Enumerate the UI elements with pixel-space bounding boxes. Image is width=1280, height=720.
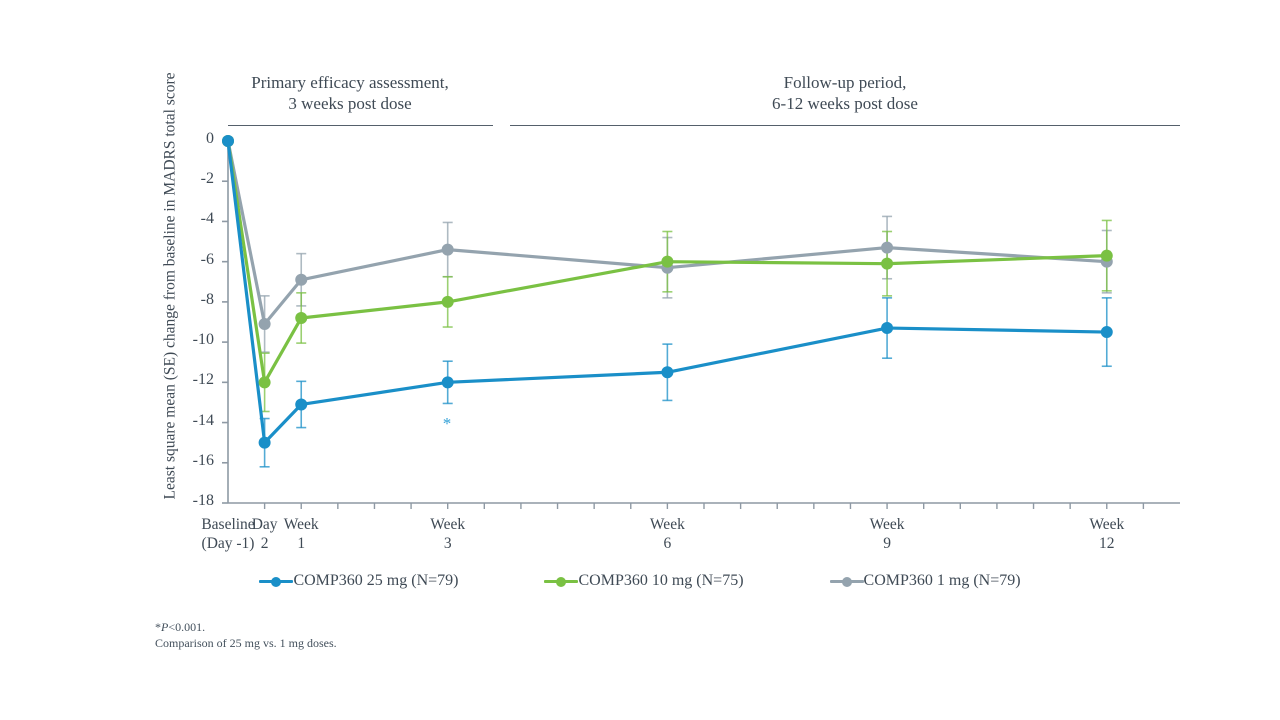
x-tick-label-5-line1: Week [869, 516, 905, 533]
data-point-1-4[interactable] [661, 255, 674, 268]
y-tick-label-2: -4 [200, 210, 214, 228]
x-tick-label-0: Baseline (Day -1) [173, 515, 283, 553]
data-point-0-3[interactable] [441, 376, 454, 389]
y-tick-label-4: -8 [200, 290, 214, 308]
data-point-1-5[interactable] [881, 257, 894, 270]
x-tick-label-5: Week 9 [832, 515, 942, 553]
legend-label-1mg: COMP360 1 mg (N=79) [863, 572, 1021, 589]
footnote-p: P [161, 620, 169, 634]
x-tick-label-1: Day 2 [210, 515, 320, 553]
x-tick-label-1-line1: Day [251, 516, 278, 533]
x-tick-label-3-line1: Week [430, 516, 466, 533]
data-point-0-4[interactable] [661, 366, 674, 379]
y-tick-label-3: -6 [200, 250, 214, 268]
y-tick-label-9: -18 [192, 492, 214, 509]
data-point-1-2[interactable] [295, 311, 308, 324]
data-point-0-2[interactable] [295, 398, 308, 411]
x-tick-label-3-line2: 3 [443, 535, 452, 552]
data-point-0-0[interactable] [222, 135, 234, 147]
data-point-1-3[interactable] [441, 295, 454, 308]
x-tick-label-0-line2: (Day -1) [201, 535, 255, 552]
y-tick-label-0: 0 [206, 130, 214, 147]
y-tick-label-7: -14 [192, 411, 214, 429]
x-tick-label-0-line1: Baseline [201, 516, 255, 533]
footnote: *P<0.001. Comparison of 25 mg vs. 1 mg d… [155, 620, 337, 651]
y-tick-label-6: -12 [192, 371, 214, 389]
footnote-line-2: Comparison of 25 mg vs. 1 mg doses. [155, 635, 337, 650]
data-point-2-2[interactable] [295, 273, 308, 286]
x-tick-label-6-line2: 12 [1099, 535, 1115, 552]
followup-period-header-line2: 6-12 weeks post dose [772, 94, 918, 113]
x-tick-label-2-line1: Week [283, 516, 319, 533]
followup-period-header-line1: Follow-up period, [783, 73, 907, 92]
data-point-2-1[interactable] [258, 318, 271, 331]
followup-period-rule [510, 125, 1180, 126]
data-point-0-1[interactable] [258, 436, 271, 449]
data-point-1-6[interactable] [1100, 249, 1113, 262]
footnote-line-1: *P<0.001. [155, 620, 337, 636]
x-tick-label-3: Week 3 [393, 515, 503, 553]
x-tick-label-4: Week 6 [612, 515, 722, 553]
footnote-asterisk: * [155, 620, 161, 634]
x-tick-label-6-line1: Week [1089, 516, 1125, 533]
data-point-1-1[interactable] [258, 376, 271, 389]
legend-swatch-25mg [259, 574, 294, 588]
primary-efficacy-header: Primary efficacy assessment, 3 weeks pos… [210, 72, 490, 114]
x-tick-label-4-line2: 6 [663, 535, 672, 552]
x-tick-label-1-line2: 2 [260, 535, 269, 552]
footnote-pvalue: <0.001. [168, 620, 206, 634]
x-tick-label-2-line2: 1 [297, 535, 306, 552]
legend-item-1mg[interactable]: COMP360 1 mg (N=79) [829, 572, 1021, 590]
legend-swatch-1mg [829, 574, 864, 588]
data-point-2-3[interactable] [441, 243, 454, 256]
data-point-0-6[interactable] [1100, 326, 1113, 339]
x-tick-label-2: Week 1 [246, 515, 356, 553]
legend-item-25mg[interactable]: COMP360 25 mg (N=79) [259, 572, 458, 590]
x-tick-label-4-line1: Week [649, 516, 685, 533]
y-tick-label-5: -10 [192, 331, 214, 349]
data-point-2-5[interactable] [881, 241, 894, 254]
legend-label-25mg: COMP360 25 mg (N=79) [293, 572, 459, 589]
primary-efficacy-header-line2: 3 weeks post dose [288, 94, 412, 113]
followup-period-header: Follow-up period, 6-12 weeks post dose [705, 72, 985, 114]
data-point-0-5[interactable] [881, 322, 894, 335]
x-tick-label-6: Week 12 [1052, 515, 1162, 553]
y-tick-label-1: -2 [200, 170, 214, 188]
legend-item-10mg[interactable]: COMP360 10 mg (N=75) [544, 572, 744, 590]
x-tick-label-5-line2: 9 [883, 535, 891, 552]
chart-legend: COMP360 25 mg (N=79) COMP360 10 mg (N=75… [0, 572, 1280, 590]
legend-label-10mg: COMP360 10 mg (N=75) [578, 572, 744, 589]
y-tick-label-8: -16 [192, 451, 214, 469]
primary-efficacy-rule [228, 125, 493, 126]
legend-swatch-10mg [544, 574, 579, 588]
primary-efficacy-header-line1: Primary efficacy assessment, [251, 73, 449, 92]
significance-asterisk: * [442, 414, 452, 434]
